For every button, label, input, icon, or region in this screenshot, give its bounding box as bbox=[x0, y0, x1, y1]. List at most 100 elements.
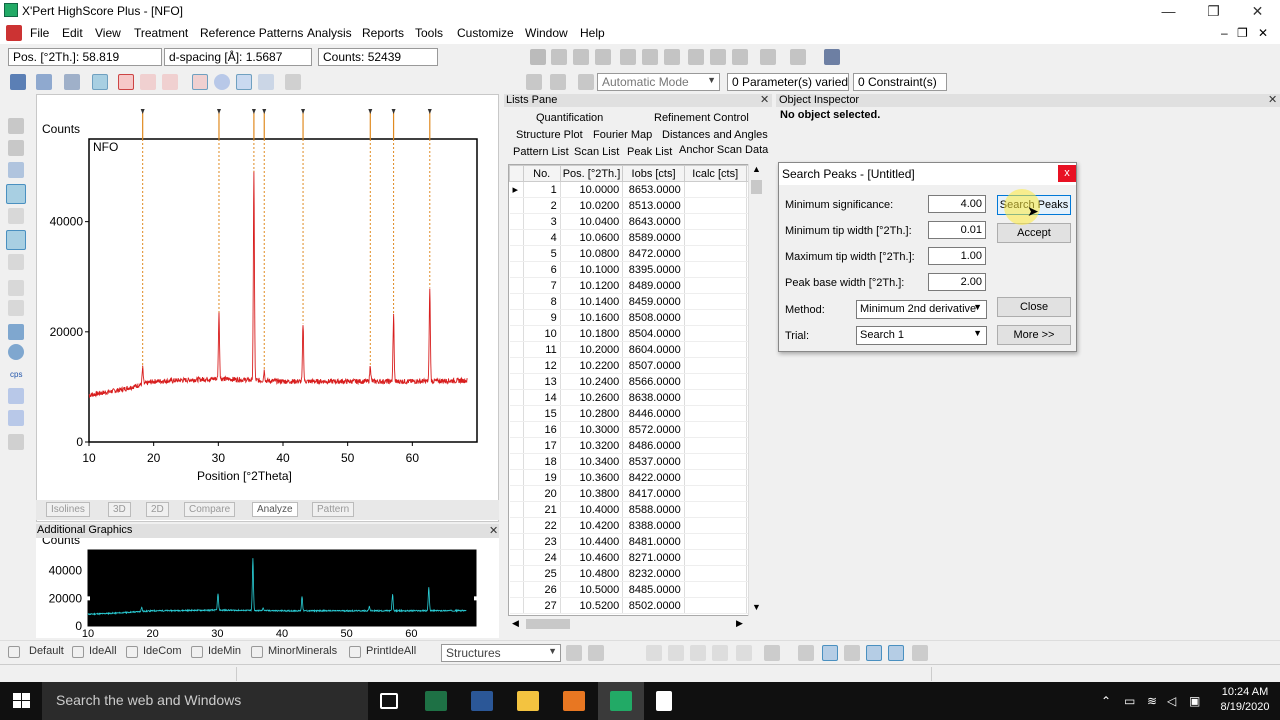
save-icon[interactable] bbox=[530, 49, 546, 65]
app-orange-icon[interactable] bbox=[563, 691, 585, 711]
hscroll-thumb[interactable] bbox=[526, 619, 570, 629]
marker-icon[interactable] bbox=[822, 645, 838, 661]
word-icon[interactable] bbox=[471, 691, 493, 711]
structure-tool-icon[interactable] bbox=[566, 645, 582, 661]
plot-type-icon[interactable] bbox=[764, 645, 780, 661]
scroll-thumb[interactable] bbox=[751, 180, 762, 194]
taskbar-clock[interactable]: 10:24 AM 8/19/2020 bbox=[1214, 685, 1276, 715]
table-row[interactable]: 24 10.4600 8271.0000 bbox=[509, 549, 763, 566]
tab-analyze[interactable]: Analyze bbox=[252, 502, 298, 517]
table-row[interactable]: 12 10.2200 8507.0000 bbox=[509, 357, 763, 374]
additional-graphics-panel[interactable]: Counts 0 20000 40000 10 20 30 40 50 60 bbox=[36, 533, 499, 640]
y-scale-icon[interactable] bbox=[8, 388, 24, 404]
tab-3d[interactable]: 3D bbox=[108, 502, 131, 517]
layout-tool-icon[interactable] bbox=[8, 324, 24, 340]
min-significance-input[interactable]: 4.00 bbox=[928, 195, 986, 213]
eraser-tool-icon[interactable] bbox=[8, 300, 24, 316]
notification-icon[interactable]: ▣ bbox=[1189, 694, 1201, 708]
layout-icon[interactable] bbox=[824, 49, 840, 65]
overview-chart[interactable]: Counts 0 20000 40000 10 20 30 40 50 60 bbox=[36, 533, 499, 640]
redo-icon[interactable] bbox=[790, 49, 806, 65]
peak-tool-icon[interactable] bbox=[6, 184, 26, 204]
scroll-left-icon[interactable]: ◀ bbox=[512, 618, 519, 628]
undo-icon[interactable] bbox=[760, 49, 776, 65]
pie-icon[interactable] bbox=[214, 74, 230, 90]
table-row[interactable]: 22 10.4200 8388.0000 bbox=[509, 517, 763, 534]
table-row[interactable]: 20 10.3800 8417.0000 bbox=[509, 485, 763, 502]
highscore-task-icon[interactable] bbox=[610, 691, 632, 711]
tab-anchor-scan-data[interactable]: Anchor Scan Data bbox=[679, 144, 769, 156]
windows-start-icon[interactable] bbox=[13, 693, 31, 709]
table-row[interactable]: 9 10.1600 8508.0000 bbox=[509, 309, 763, 326]
grid-tool-icon[interactable] bbox=[8, 434, 24, 450]
grid-icon[interactable] bbox=[285, 74, 301, 90]
pen-tool-icon[interactable] bbox=[8, 280, 24, 296]
notepad-icon[interactable] bbox=[656, 691, 672, 711]
copy2-icon[interactable] bbox=[710, 49, 726, 65]
col-header-pos[interactable]: Pos. [°2Th.] bbox=[559, 165, 624, 182]
tool-d-icon[interactable] bbox=[736, 645, 752, 661]
tab-fourier-map[interactable]: Fourier Map bbox=[593, 129, 653, 141]
tab-refinement-control[interactable]: Refinement Control bbox=[654, 112, 749, 124]
table-row[interactable]: 2 10.0200 8513.0000 bbox=[509, 197, 763, 214]
battery-icon[interactable]: ▭ bbox=[1124, 694, 1136, 708]
tab-2d[interactable]: 2D bbox=[146, 502, 169, 517]
print-preview-icon[interactable] bbox=[595, 49, 611, 65]
close-icon[interactable]: ✕ bbox=[760, 94, 770, 106]
table-row[interactable]: 13 10.2400 8566.0000 bbox=[509, 373, 763, 390]
tab-quantification[interactable]: Quantification bbox=[536, 112, 604, 124]
structure-tool2-icon[interactable] bbox=[588, 645, 604, 661]
marker2-icon[interactable] bbox=[844, 645, 860, 661]
scan-icon[interactable] bbox=[36, 74, 52, 90]
open-icon[interactable] bbox=[551, 49, 567, 65]
peak-fit-icon[interactable] bbox=[140, 74, 156, 90]
marker4-icon[interactable] bbox=[888, 645, 904, 661]
table-row[interactable]: ▸ 1 10.0000 8653.0000 bbox=[509, 181, 763, 198]
semi-auto-icon[interactable] bbox=[550, 74, 566, 90]
col-header-icalc[interactable]: Icalc [cts] bbox=[683, 165, 747, 182]
menu-window[interactable]: Window bbox=[525, 26, 568, 40]
cps-icon[interactable]: cps bbox=[10, 370, 23, 379]
workspace-icon[interactable] bbox=[10, 74, 26, 90]
tab-pattern-list[interactable]: Pattern List bbox=[513, 146, 569, 158]
scroll-up-icon[interactable]: ▲ bbox=[752, 164, 761, 174]
table-row[interactable]: 8 10.1400 8459.0000 bbox=[509, 293, 763, 310]
preset-ideall[interactable]: IdeAll bbox=[89, 645, 117, 657]
marker3-icon[interactable] bbox=[866, 645, 882, 661]
table-row[interactable]: 10 10.1800 8504.0000 bbox=[509, 325, 763, 342]
automatic-icon[interactable] bbox=[526, 74, 542, 90]
pan-tool-icon[interactable] bbox=[8, 162, 24, 178]
pattern-chart[interactable]: Counts NFO Position [°2Theta] 10 20 30 40 50 60 0… bbox=[37, 95, 498, 499]
print-icon[interactable] bbox=[573, 49, 589, 65]
copy-icon[interactable] bbox=[620, 49, 636, 65]
menu-reports[interactable]: Reports bbox=[362, 26, 405, 40]
tab-compare[interactable]: Compare bbox=[184, 502, 236, 517]
hkl-icon[interactable] bbox=[646, 645, 662, 661]
tab-scan-list[interactable]: Scan List bbox=[574, 146, 620, 158]
table-row[interactable]: 5 10.0800 8472.0000 bbox=[509, 245, 763, 262]
preset-idecom[interactable]: IdeCom bbox=[143, 645, 182, 657]
delete-icon[interactable] bbox=[664, 49, 680, 65]
background-tool-icon[interactable] bbox=[8, 208, 24, 224]
mdi-restore-button[interactable]: ❐ bbox=[1237, 26, 1248, 40]
table-row[interactable]: 25 10.4800 8232.0000 bbox=[509, 565, 763, 582]
menu-treatment[interactable]: Treatment bbox=[134, 26, 189, 40]
menu-help[interactable]: Help bbox=[580, 26, 605, 40]
min-tip-width-input[interactable]: 0.01 bbox=[928, 221, 986, 239]
marker5-icon[interactable] bbox=[912, 645, 928, 661]
menu-reference-patterns[interactable]: Reference Patterns bbox=[200, 26, 304, 40]
line-graph-icon[interactable] bbox=[92, 74, 108, 90]
tab-pattern[interactable]: Pattern bbox=[312, 502, 355, 517]
document-icon[interactable] bbox=[6, 25, 22, 41]
preset-default[interactable]: Default bbox=[29, 645, 64, 657]
task-view-icon[interactable] bbox=[380, 693, 398, 709]
table-row[interactable]: 11 10.2000 8604.0000 bbox=[509, 341, 763, 358]
peak-list-icon[interactable] bbox=[162, 74, 178, 90]
x-scale-icon[interactable] bbox=[8, 410, 24, 426]
close-icon[interactable]: ✕ bbox=[1268, 94, 1278, 106]
preset-printideall[interactable]: PrintIdeAll bbox=[366, 645, 417, 657]
wifi-icon[interactable]: ≋ bbox=[1147, 694, 1158, 708]
minimize-button[interactable]: — bbox=[1161, 3, 1176, 19]
peak-search-icon[interactable] bbox=[118, 74, 134, 90]
file-explorer-icon[interactable] bbox=[517, 691, 539, 711]
